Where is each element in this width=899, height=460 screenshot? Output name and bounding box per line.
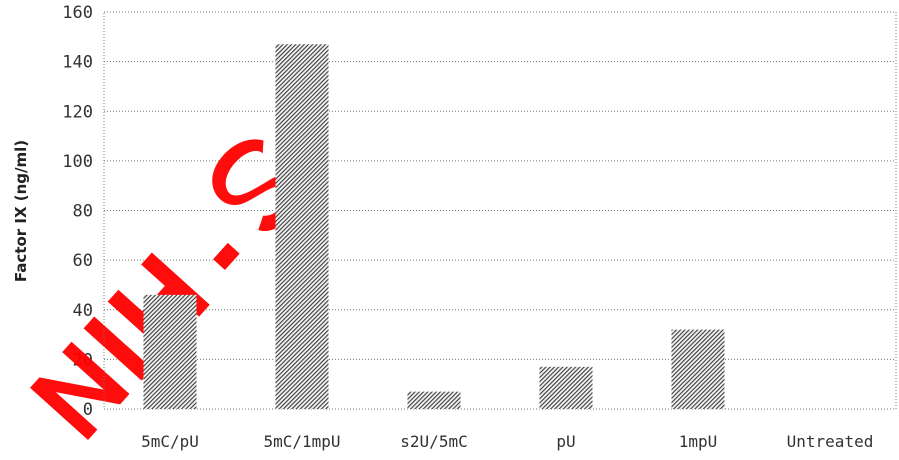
x-axis-labels: 5mC/pU 5mC/1mpU s2U/5mC pU 1mpU Untreated — [141, 432, 873, 451]
y-tick-label: 120 — [62, 102, 93, 122]
bar-0 — [143, 294, 197, 409]
bar-3 — [539, 366, 593, 409]
bar-2 — [407, 391, 461, 409]
x-category-label: Untreated — [787, 432, 874, 451]
y-axis-ticks: 020406080100120140160 — [62, 3, 93, 420]
bar-1 — [275, 44, 329, 409]
y-tick-label: 160 — [62, 3, 93, 23]
y-tick-label: 80 — [73, 202, 93, 222]
x-category-label: 5mC/1mpU — [263, 432, 340, 451]
plot-area-border — [103, 11, 897, 410]
x-category-label: s2U/5mC — [400, 432, 467, 451]
x-category-label: 1mpU — [679, 432, 718, 451]
y-tick-label: 60 — [73, 251, 93, 271]
y-tick-label: 40 — [73, 301, 93, 321]
bars — [143, 44, 725, 409]
y-tick-label: 140 — [62, 53, 93, 73]
y-tick-label: 0 — [83, 400, 93, 420]
gridlines — [104, 61, 896, 360]
bar-4 — [671, 329, 725, 409]
x-category-label: pU — [556, 432, 575, 451]
x-category-label: 5mC/pU — [141, 432, 199, 451]
y-axis-title: Factor IX (ng/ml) — [12, 140, 30, 282]
y-tick-label: 100 — [62, 152, 93, 172]
